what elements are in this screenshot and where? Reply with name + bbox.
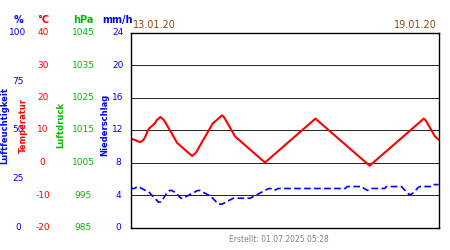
Text: Niederschlag: Niederschlag — [100, 94, 109, 156]
Text: -20: -20 — [36, 223, 50, 232]
Text: 24: 24 — [112, 28, 123, 37]
Text: 4: 4 — [115, 190, 121, 200]
Text: 995: 995 — [75, 190, 92, 200]
Text: 50: 50 — [12, 126, 24, 134]
Text: 1025: 1025 — [72, 93, 94, 102]
Text: 13.01.20: 13.01.20 — [133, 20, 176, 30]
Text: 12: 12 — [112, 126, 124, 134]
Text: 8: 8 — [115, 158, 121, 167]
Text: 30: 30 — [37, 60, 49, 70]
Text: °C: °C — [37, 15, 49, 25]
Text: Luftfeuchtigkeit: Luftfeuchtigkeit — [0, 86, 9, 164]
Text: 0: 0 — [115, 223, 121, 232]
Text: 40: 40 — [37, 28, 49, 37]
Text: 20: 20 — [112, 60, 124, 70]
Text: Luftdruck: Luftdruck — [56, 102, 65, 148]
Text: 1035: 1035 — [72, 60, 95, 70]
Text: 1015: 1015 — [72, 126, 95, 134]
Text: hPa: hPa — [73, 15, 94, 25]
Text: 20: 20 — [37, 93, 49, 102]
Text: %: % — [13, 15, 23, 25]
Text: 0: 0 — [15, 223, 21, 232]
Text: 10: 10 — [37, 126, 49, 134]
Text: 19.01.20: 19.01.20 — [394, 20, 436, 30]
Text: -10: -10 — [36, 190, 50, 200]
Text: Erstellt: 01.07.2025 05:28: Erstellt: 01.07.2025 05:28 — [229, 235, 329, 244]
Text: 25: 25 — [12, 174, 24, 183]
Text: mm/h: mm/h — [103, 15, 133, 25]
Text: 0: 0 — [40, 158, 45, 167]
Text: 985: 985 — [75, 223, 92, 232]
Text: 16: 16 — [112, 93, 124, 102]
Text: 75: 75 — [12, 77, 24, 86]
Text: Temperatur: Temperatur — [19, 98, 28, 152]
Text: 1045: 1045 — [72, 28, 94, 37]
Text: 100: 100 — [9, 28, 27, 37]
Text: 1005: 1005 — [72, 158, 95, 167]
